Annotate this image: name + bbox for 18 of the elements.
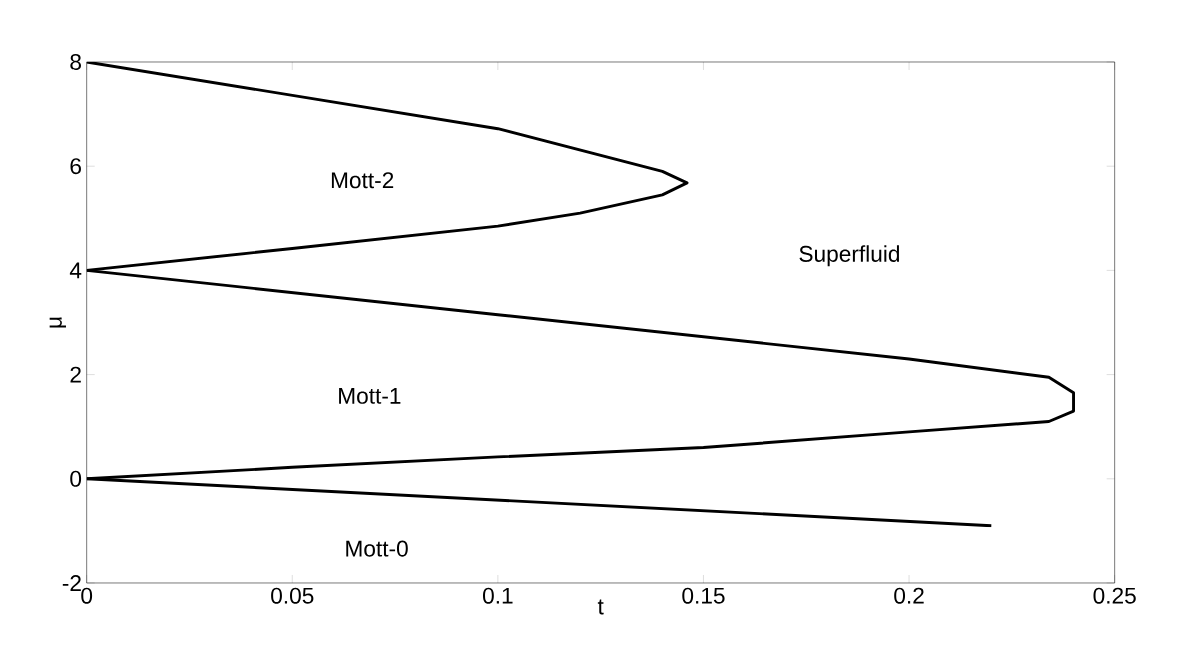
annotation: Mott-1 — [339, 388, 401, 404]
annotation: Superfluid — [799, 245, 899, 267]
x-tick-label: 0.2 — [894, 587, 924, 604]
y-tick-label: 8 — [70, 53, 81, 71]
x-tick-label: 0 — [81, 587, 93, 604]
y-tick-label: 4 — [69, 262, 82, 279]
x-tick-label: 0.1 — [483, 587, 513, 604]
annotation: Mott-0 — [346, 540, 408, 557]
x-tick-label: 0.15 — [682, 587, 725, 604]
x-axis-title: t — [597, 599, 604, 615]
x-tick-label: 0.05 — [271, 587, 314, 604]
y-tick-label: 6 — [70, 158, 81, 175]
y-tick-label: 2 — [70, 366, 81, 383]
annotation: Mott-2 — [331, 172, 394, 189]
y-axis-title: μ — [49, 317, 66, 328]
y-tick-label: -2 — [62, 575, 81, 591]
x-tick-label: 0.25 — [1093, 587, 1136, 604]
y-tick-label: 0 — [70, 470, 82, 487]
